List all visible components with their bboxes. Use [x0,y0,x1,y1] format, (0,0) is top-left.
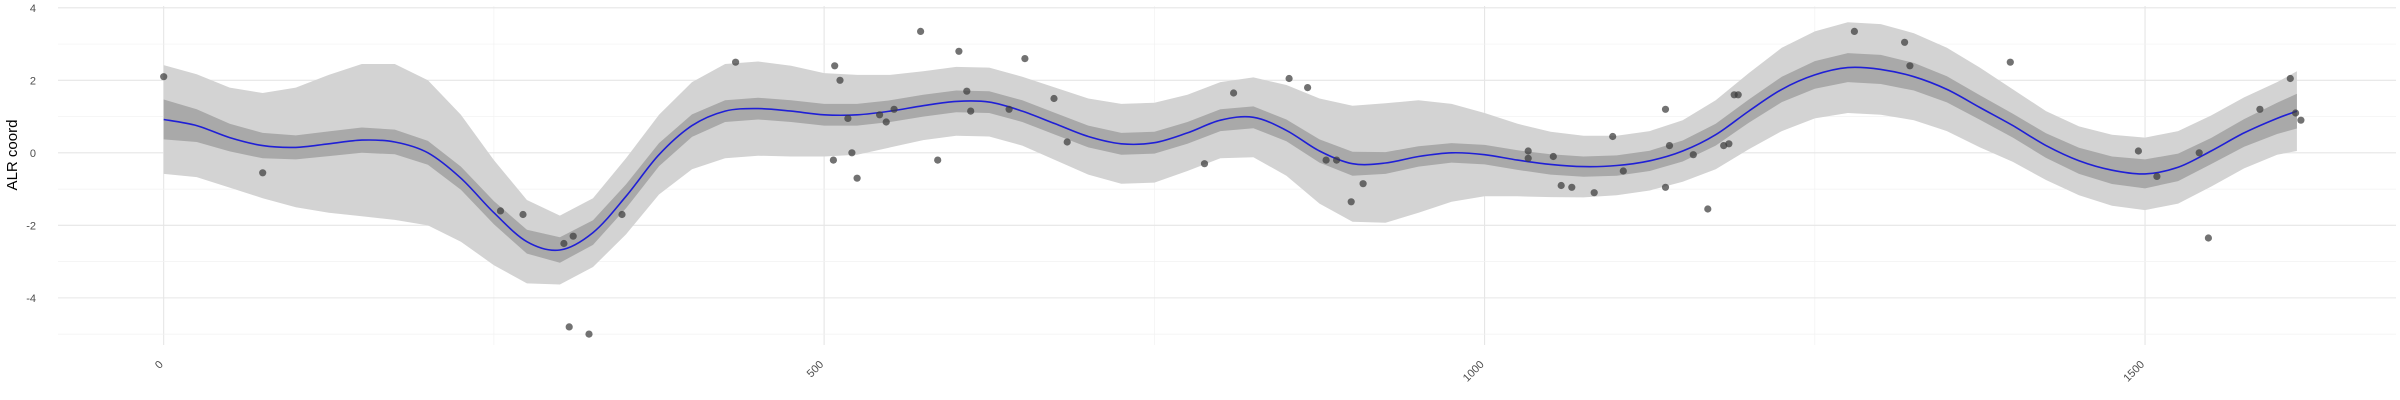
x-tick-label: 500 [805,359,826,380]
data-point [2195,149,2203,157]
data-point [853,174,861,182]
data-point [1568,183,1576,191]
data-point [1665,142,1674,150]
data-point [732,58,740,66]
data-point [565,323,573,331]
data-point [1230,89,1238,97]
data-point [2297,116,2305,124]
data-point [890,105,898,113]
data-point [1021,55,1029,63]
data-point [1050,94,1058,103]
data-point [496,207,505,215]
x-tick-label: 1500 [2121,359,2147,385]
data-point [1333,156,1341,164]
data-point [2006,58,2014,66]
y-axis-ticks: 4 2 0 -2 -4 [26,3,36,305]
y-tick-label: 0 [30,148,36,160]
data-point [1661,183,1670,191]
data-point [836,76,844,84]
y-tick-label: -2 [26,220,36,232]
data-point [1200,160,1209,168]
data-point [1619,167,1627,175]
data-point [917,27,925,35]
fit-line [163,66,2298,252]
data-point [1322,156,1330,164]
data-point [560,239,568,248]
y-tick-label: 4 [30,3,36,15]
data-point [160,73,168,81]
confidence-bands [163,22,2297,285]
data-point [831,62,839,70]
data-point [963,87,971,95]
data-point [2134,147,2142,155]
data-point [1005,105,1013,113]
data-point [1609,132,1617,141]
x-tick-label: 0 [153,359,166,372]
data-point [1063,138,1071,146]
data-point [934,156,942,164]
data-point [1661,105,1670,113]
data-point [1524,154,1532,162]
data-point [829,156,838,164]
inner-confidence-band [163,53,2297,263]
data-point [848,149,856,157]
fit-line-layer [163,66,2298,252]
outer-confidence-band [163,22,2297,285]
data-point [1734,91,1742,99]
y-tick-label: -4 [26,293,36,305]
data-point [2204,234,2212,242]
data-point [882,118,890,126]
data-point [1725,140,1733,148]
data-point [1689,151,1697,159]
data-point [1901,38,1909,46]
data-point [1359,180,1367,188]
data-points [160,27,2305,338]
y-tick-label: 2 [30,75,36,87]
data-point [585,330,593,338]
data-point [618,210,626,219]
data-point [1524,147,1532,155]
data-point [1906,62,1914,70]
data-point [1304,84,1312,92]
data-point [967,107,975,115]
data-point [519,210,527,219]
data-point [2286,74,2294,83]
data-point [844,114,852,122]
data-point [2256,105,2264,113]
data-point [2153,172,2161,180]
data-point [1704,205,1712,213]
data-point [1557,181,1565,190]
data-point [876,111,884,119]
data-point [1850,27,1858,35]
x-tick-label: 1000 [1461,359,1487,385]
y-axis-label: ALR coord [4,120,21,191]
data-point [1549,152,1557,161]
data-point [2292,109,2300,117]
data-point [955,47,963,55]
x-axis-ticks: 0 500 1000 1500 [153,359,2147,385]
data-point [1347,198,1355,206]
data-point [569,232,577,240]
data-point [1590,189,1598,197]
data-point [259,169,267,177]
data-point [1285,74,1293,83]
